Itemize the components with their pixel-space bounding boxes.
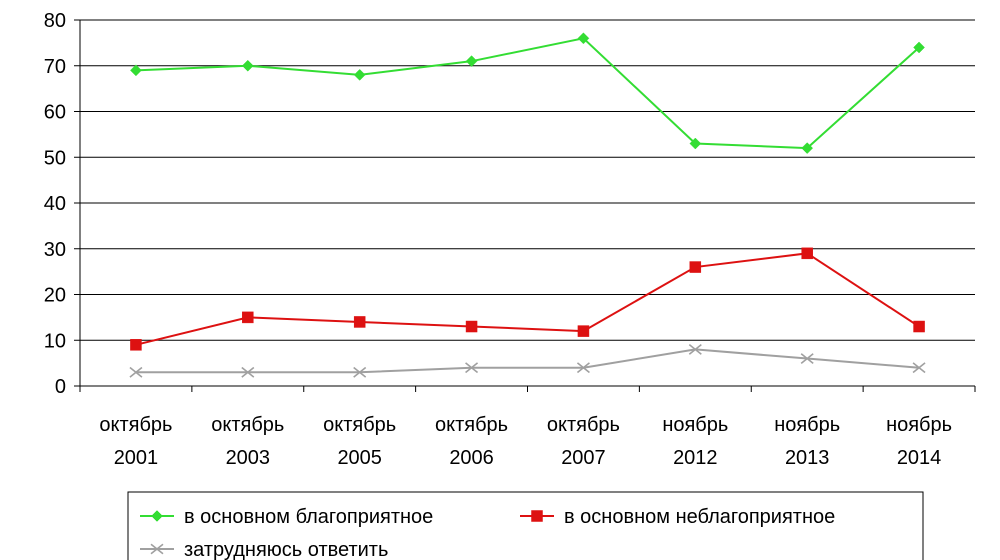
y-axis: 0 10 20 30 40 50 60 70 80	[44, 10, 81, 398]
y-tick-label: 80	[44, 10, 66, 32]
marker-stroke	[465, 362, 479, 374]
legend-box	[127, 491, 924, 560]
y-tick-label: 60	[44, 102, 66, 124]
data-point	[577, 32, 590, 45]
series-line	[135, 37, 920, 150]
x-tick-label: ноябрь 2014	[886, 414, 952, 469]
x-tick-label-line: 2003	[226, 447, 271, 469]
x-tick-label-line: ноябрь	[886, 414, 952, 436]
x-tick-label-line: октябрь	[211, 414, 284, 436]
marker-stroke	[353, 366, 367, 378]
series-2	[130, 247, 925, 351]
y-tick-label: 10	[44, 330, 66, 352]
x-tick-label: октябрь 2006	[435, 414, 508, 469]
data-point	[241, 59, 254, 72]
data-point	[576, 362, 590, 374]
x-tick-label-line: ноябрь	[662, 414, 728, 436]
legend-item: в основном благоприятное	[140, 506, 433, 528]
y-tick-label: 30	[44, 239, 66, 261]
marker-stroke	[150, 543, 164, 555]
legend-marker	[150, 543, 164, 555]
legend-item: затрудняюсь ответить	[140, 539, 388, 560]
data-point	[242, 311, 254, 324]
x-tick-label-line: ноябрь	[774, 414, 840, 436]
y-tick-label: 40	[44, 193, 66, 215]
data-point	[689, 137, 702, 150]
x-tick-label-line: 2001	[114, 447, 159, 469]
y-tick-label: 70	[44, 56, 66, 78]
x-tick-label: октябрь 2001	[99, 414, 172, 469]
x-tick-label: октябрь 2003	[211, 414, 284, 469]
marker-stroke	[576, 362, 590, 374]
data-point	[688, 343, 702, 355]
x-tick-label-line: 2005	[337, 447, 382, 469]
x-tick-label: октябрь 2007	[547, 414, 620, 469]
data-point	[129, 366, 143, 378]
x-tick-label-line: октябрь	[99, 414, 172, 436]
data-point	[801, 247, 813, 260]
x-tick-label-line: 2013	[785, 447, 830, 469]
series-1	[130, 32, 925, 154]
data-point	[800, 353, 814, 364]
marker-stroke	[129, 366, 143, 378]
y-tick-label: 50	[44, 147, 66, 169]
series-3	[129, 343, 926, 378]
marker-stroke	[241, 366, 255, 378]
series-layer	[129, 32, 926, 378]
data-point	[353, 366, 367, 378]
data-point	[912, 362, 926, 374]
legend-label: затрудняюсь ответить	[184, 539, 388, 560]
data-point	[130, 339, 142, 351]
data-point	[241, 366, 255, 378]
legend-marker	[151, 510, 163, 522]
legend-label: в основном благоприятное	[184, 506, 433, 528]
x-tick-label-line: 2007	[561, 447, 606, 469]
x-tick-label-line: 2014	[897, 447, 942, 469]
x-tick-label-line: 2006	[449, 447, 494, 469]
legend-item: в основном неблагоприятное	[520, 506, 835, 528]
data-point	[913, 320, 925, 333]
series-line	[135, 252, 920, 346]
data-point	[577, 325, 590, 337]
marker-stroke	[688, 343, 702, 355]
data-point	[130, 64, 142, 77]
x-tick-label: ноябрь 2013	[774, 414, 840, 469]
x-tick-label: ноябрь 2012	[662, 414, 728, 469]
data-point	[353, 316, 366, 328]
x-tick-label-line: октябрь	[435, 414, 508, 436]
data-point	[465, 320, 478, 333]
series-line	[135, 348, 920, 374]
marker-stroke	[800, 353, 814, 364]
x-tick-label-line: октябрь	[323, 414, 396, 436]
y-tick-label: 20	[44, 285, 66, 307]
data-point	[913, 41, 925, 54]
data-point	[689, 261, 702, 273]
data-point	[801, 142, 814, 154]
x-tick-label-line: октябрь	[547, 414, 620, 436]
data-point	[465, 55, 478, 68]
x-tick-label: октябрь 2005	[323, 414, 396, 469]
legend-label: в основном неблагоприятное	[564, 506, 835, 528]
marker-stroke	[912, 362, 926, 374]
data-point	[465, 362, 479, 374]
y-tick-label: 0	[55, 376, 66, 398]
legend: в основном благоприятное в основном небла…	[127, 491, 924, 560]
x-tick-label-line: 2012	[673, 447, 718, 469]
data-point	[353, 69, 366, 81]
legend-marker	[531, 510, 543, 522]
